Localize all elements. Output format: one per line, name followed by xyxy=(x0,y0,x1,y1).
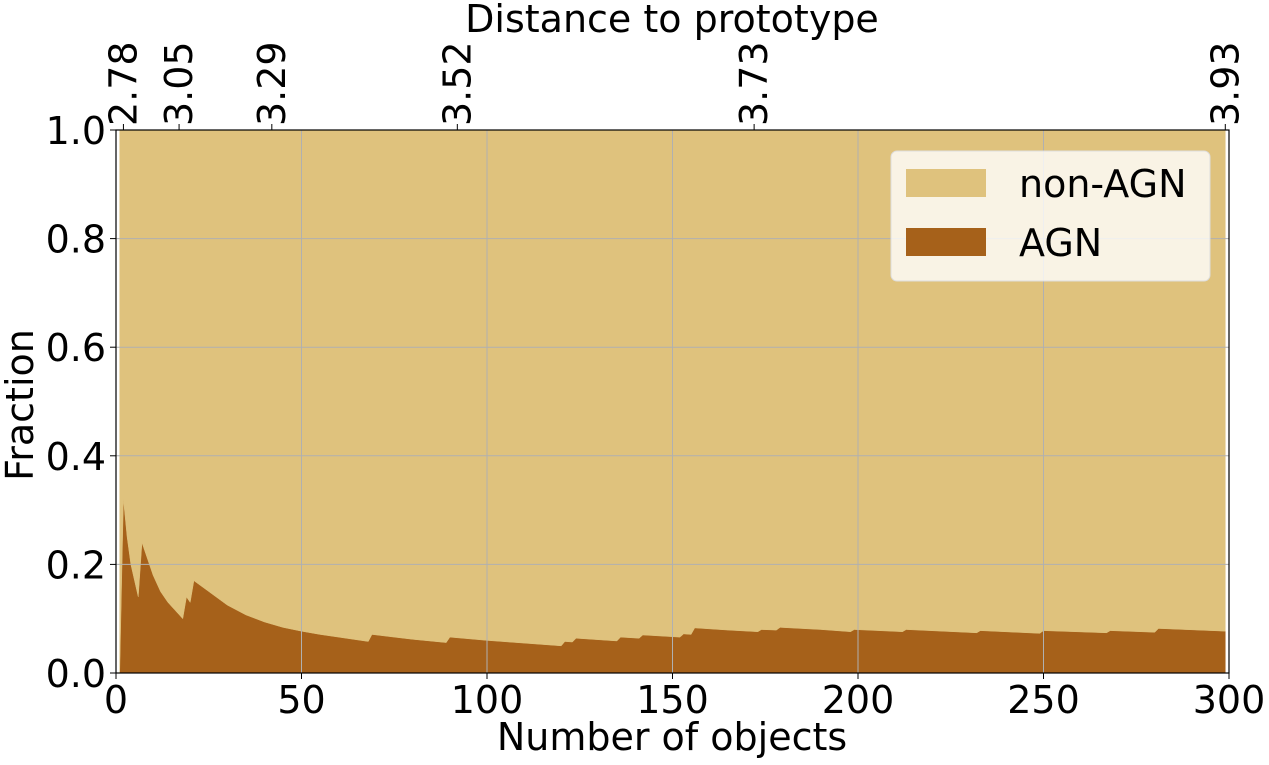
y-tick-label: 1.0 xyxy=(46,109,106,153)
y-tick-label: 0.0 xyxy=(46,652,106,696)
legend-swatch xyxy=(906,228,986,256)
x-tick-label: 100 xyxy=(451,678,524,722)
x-axis-label: Number of objects xyxy=(497,715,847,759)
x-tick-label: 300 xyxy=(1193,678,1266,722)
legend: non-AGN AGN xyxy=(890,150,1211,282)
y-axis-label: Fraction xyxy=(0,329,42,481)
x2-tick-label: 3.73 xyxy=(732,41,776,126)
x-tick-label: 150 xyxy=(636,678,709,722)
legend-label: non-AGN xyxy=(1019,162,1187,206)
x-tick-label: 250 xyxy=(1007,678,1080,722)
y-tick-label: 0.6 xyxy=(46,326,106,370)
x2-tick-label: 3.93 xyxy=(1203,41,1247,126)
x2-tick-label: 3.52 xyxy=(435,41,479,126)
x2-tick-label: 2.78 xyxy=(101,41,145,126)
x-tick-label: 0 xyxy=(104,678,128,722)
x-tick-label: 200 xyxy=(822,678,895,722)
x-tick-label: 50 xyxy=(277,678,325,722)
legend-label: AGN xyxy=(1019,221,1102,265)
y-tick-label: 0.2 xyxy=(46,543,106,587)
x2-tick-label: 3.29 xyxy=(250,41,294,126)
x2-tick-label: 3.05 xyxy=(157,41,201,126)
y-tick-label: 0.8 xyxy=(46,218,106,262)
legend-swatch xyxy=(906,169,986,197)
y-tick-label: 0.4 xyxy=(46,435,106,479)
x2-axis-label: Distance to prototype xyxy=(465,0,879,41)
